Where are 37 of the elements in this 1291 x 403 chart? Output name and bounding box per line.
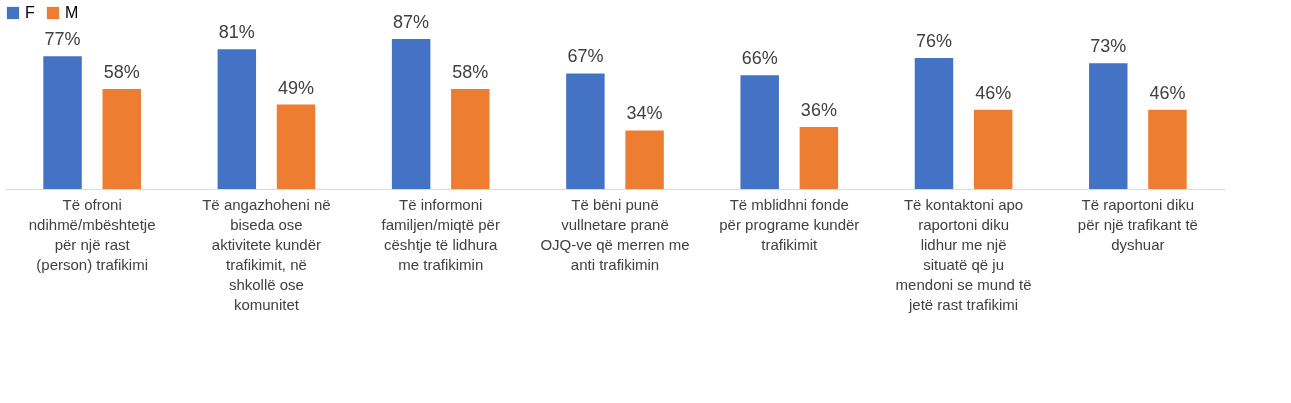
x-tick-label: Të mblidhni fonde për programe kundër trafikimit [719,195,860,253]
x-tick-label: Të informoni familjen/miqtë për cështje të lidhura me trafikimin [381,195,500,273]
x-tick-label: Të bëni punë vullnetare pranë OJQ-ve që merren me anti trafikimin [540,195,690,273]
bar [391,39,431,189]
data-label: 36% [800,99,837,120]
bar [625,130,664,189]
data-label: 77% [44,29,81,50]
data-label: 67% [567,46,604,67]
data-label: 49% [278,77,315,98]
bar [102,89,141,189]
x-tick-label: Të kontaktoni apo raportoni diku lidhur me një situatë që ju mendoni se mund të jetë rast trafikimi [895,195,1032,313]
data-label: 46% [1149,82,1186,103]
bar [566,73,605,189]
bar [451,89,490,189]
bar [43,56,82,189]
data-label: 81% [218,22,255,43]
data-label: 58% [452,62,489,82]
data-label: 87% [393,12,430,32]
x-tick-label: Të angazhoheni në biseda ose aktivitete kundër trafikimit, në shkollë ose komunitet [202,195,331,313]
data-label: 66% [741,48,778,69]
data-label: 73% [1090,36,1127,57]
data-label: 58% [103,62,140,82]
data-label: 34% [626,103,663,124]
bar [1148,109,1187,189]
bar [276,104,316,189]
data-label: 76% [915,30,952,51]
legend-label: F [25,4,35,21]
x-tick-label: Të ofroni ndihmë/mbështetje për një rast (person) trafikimi [28,195,156,273]
bar [740,75,779,189]
x-tick-label: Të raportoni diku për një trafikant të dyshuar [1077,195,1198,253]
bar [914,57,954,189]
bar [799,126,839,189]
bar [1089,63,1128,189]
data-label: 46% [975,82,1012,103]
bar [217,49,257,189]
bar [973,109,1013,189]
legend-label: M [65,4,79,21]
